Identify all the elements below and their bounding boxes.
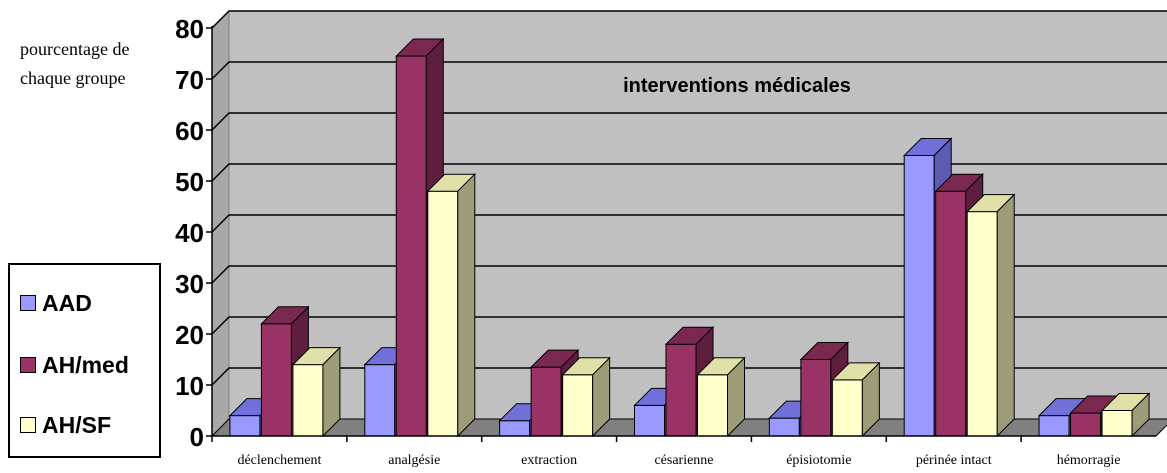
bar-front	[697, 374, 728, 437]
x-tick-label: périnée intact	[916, 453, 992, 468]
gridline	[211, 112, 1167, 131]
gridline	[211, 316, 1167, 335]
bar-front	[831, 379, 863, 437]
bar-front	[935, 190, 967, 437]
bar-side	[996, 193, 1015, 438]
y-axis-label: pourcentage de chaque groupe	[20, 39, 130, 88]
bar-front	[364, 364, 396, 437]
bar	[395, 37, 445, 438]
legend-swatch-ah-sf	[20, 417, 36, 433]
legend: AAD AH/med AH/SF	[8, 263, 161, 458]
y-tick-label: 40	[175, 218, 204, 248]
bar-front	[395, 55, 427, 437]
bar-front	[427, 190, 459, 437]
x-tick-label: hémorragie	[1057, 453, 1121, 468]
bar-front	[260, 323, 292, 437]
y-tick-label: 60	[175, 116, 204, 146]
bar	[966, 193, 1016, 438]
y-tick-label: 80	[175, 14, 204, 44]
bar-front	[530, 366, 562, 437]
x-tick-label: épisiotomie	[786, 453, 851, 468]
bar	[426, 172, 476, 438]
y-tick-label: 20	[175, 320, 204, 350]
bar-front	[665, 343, 697, 437]
bar-side	[861, 361, 880, 438]
legend-label-ah-sf: AH/SF	[42, 411, 111, 438]
x-tick-label: déclenchement	[237, 453, 321, 468]
bar-front	[1101, 410, 1133, 437]
legend-item-ah-med: AH/med	[20, 350, 129, 380]
legend-item-ah-sf: AH/SF	[20, 410, 111, 440]
gridline	[211, 163, 1167, 182]
bar-front	[1070, 412, 1102, 437]
x-tick-label: analgésie	[388, 453, 440, 468]
bar	[696, 356, 746, 438]
gridline	[211, 265, 1167, 284]
gridline	[211, 214, 1167, 233]
bar-front	[1038, 415, 1070, 437]
gridline	[211, 10, 1167, 29]
y-tick-label: 10	[175, 371, 204, 401]
bar-front	[768, 417, 800, 437]
bar	[291, 346, 342, 438]
y-tick-label: 50	[175, 167, 204, 197]
y-tick-label: 0	[190, 422, 204, 452]
bar-side	[457, 172, 476, 438]
chart-title: interventions médicales	[623, 75, 851, 97]
bar-side	[727, 356, 745, 438]
y-tick-label: 30	[175, 269, 204, 299]
bar	[1100, 392, 1151, 438]
x-tick-label: extraction	[521, 453, 577, 468]
legend-swatch-ah-med	[20, 357, 36, 373]
bar-side	[592, 356, 611, 438]
bar-front	[292, 364, 324, 437]
bar-front	[903, 155, 935, 437]
bar-front	[229, 415, 261, 437]
bar-front	[800, 359, 832, 437]
bar-front	[562, 374, 594, 437]
legend-item-aad: AAD	[20, 288, 92, 318]
y-tick-label: 70	[175, 65, 204, 95]
bar-front	[966, 211, 998, 437]
bar-side	[1131, 392, 1150, 438]
bar	[831, 361, 881, 438]
bar-front	[634, 404, 665, 437]
x-tick-label: césarienne	[654, 453, 713, 468]
bar-front	[499, 420, 531, 437]
legend-label-aad: AAD	[42, 289, 92, 316]
bar-side	[322, 346, 341, 438]
legend-swatch-aad	[20, 295, 36, 311]
bar	[561, 356, 611, 438]
gridline	[211, 61, 1167, 80]
legend-label-ah-med: AH/med	[42, 351, 129, 378]
